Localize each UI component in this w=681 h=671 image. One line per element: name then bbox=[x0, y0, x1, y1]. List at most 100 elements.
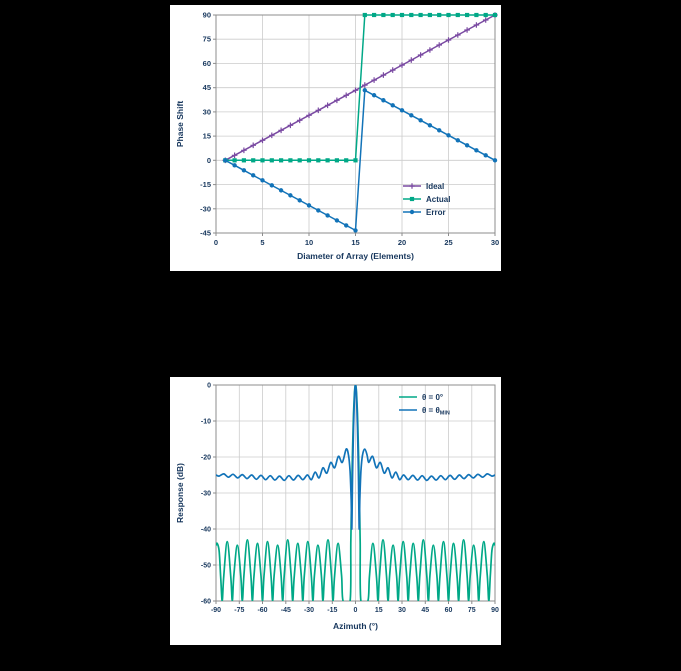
square-marker-icon bbox=[372, 12, 377, 18]
plus-marker-icon bbox=[445, 37, 452, 43]
x-tick-label: 75 bbox=[468, 607, 476, 614]
legend: θ = 0° θ = θMIN bbox=[399, 393, 450, 417]
y-tick-label: -45 bbox=[200, 229, 211, 238]
circle-marker-icon bbox=[251, 173, 256, 178]
y-tick-label: 0 bbox=[207, 383, 211, 390]
plus-marker-icon bbox=[482, 17, 489, 23]
x-tick-label: 0 bbox=[214, 238, 218, 247]
square-marker-icon bbox=[260, 158, 265, 163]
plus-marker-icon bbox=[315, 107, 322, 114]
circle-marker-icon bbox=[492, 158, 498, 163]
circle-marker-icon bbox=[483, 153, 488, 158]
square-marker-icon bbox=[288, 158, 293, 163]
x-tick-label: -60 bbox=[257, 607, 267, 614]
legend-label-actual: Actual bbox=[426, 195, 450, 204]
circle-marker-icon bbox=[390, 103, 395, 108]
square-marker-icon bbox=[362, 12, 367, 18]
square-marker-icon bbox=[474, 12, 479, 18]
x-tick-label: 10 bbox=[305, 238, 313, 247]
plus-marker-icon bbox=[287, 122, 294, 129]
plus-marker-icon bbox=[464, 27, 470, 33]
legend-label-ideal: Ideal bbox=[426, 182, 444, 191]
circle-marker-icon bbox=[455, 138, 460, 143]
circle-marker-icon bbox=[362, 88, 367, 93]
axis-ticks bbox=[213, 14, 496, 236]
y-tick-label: -20 bbox=[201, 455, 211, 462]
legend-label-theta-min: θ = θMIN bbox=[422, 406, 450, 417]
plus-marker-icon bbox=[306, 112, 312, 119]
azimuth-response-chart-card: -60 -50 -40 -30 -20 -10 0 -90 -75 -60 -45 -30 -15 0 15… bbox=[170, 377, 501, 645]
circle-marker-icon bbox=[409, 113, 414, 118]
plus-marker-icon bbox=[417, 52, 424, 58]
square-marker-icon bbox=[279, 158, 284, 163]
square-marker-icon bbox=[381, 12, 386, 18]
grid-lines bbox=[215, 14, 496, 234]
square-marker-icon bbox=[409, 196, 415, 202]
plus-marker-icon bbox=[473, 22, 480, 28]
circle-marker-icon bbox=[288, 193, 293, 198]
x-tick-label: 15 bbox=[375, 607, 383, 614]
circle-marker-icon bbox=[353, 228, 358, 233]
plus-marker-icon bbox=[409, 183, 415, 189]
axis-tick-labels: -60 -50 -40 -30 -20 -10 0 -90 -75 -60 -45 -30 -15 0 15… bbox=[201, 383, 499, 615]
plus-marker-icon bbox=[352, 87, 359, 94]
square-marker-icon bbox=[353, 158, 358, 163]
azimuth-response-chart: -60 -50 -40 -30 -20 -10 0 -90 -75 -60 -45 -30 -15 0 15… bbox=[175, 383, 499, 632]
legend-label-error: Error bbox=[426, 208, 446, 217]
square-marker-icon bbox=[241, 158, 246, 163]
square-marker-icon bbox=[465, 12, 470, 18]
x-axis-title: Azimuth (°) bbox=[333, 621, 378, 631]
plus-marker-icon bbox=[250, 142, 256, 149]
circle-marker-icon bbox=[427, 123, 433, 128]
square-marker-icon bbox=[306, 158, 312, 163]
x-axis-title: Diameter of Array (Elements) bbox=[297, 251, 414, 261]
square-marker-icon bbox=[409, 12, 414, 18]
x-tick-label: -75 bbox=[234, 607, 244, 614]
plus-marker-icon bbox=[269, 132, 275, 139]
plus-marker-icon bbox=[296, 117, 303, 124]
plus-marker-icon bbox=[408, 57, 415, 63]
plus-marker-icon bbox=[334, 97, 340, 104]
x-tick-label: 60 bbox=[445, 607, 453, 614]
square-marker-icon bbox=[427, 12, 432, 18]
y-tick-label: 75 bbox=[203, 35, 211, 44]
square-marker-icon bbox=[344, 158, 349, 163]
series-error bbox=[223, 88, 498, 233]
plus-marker-icon bbox=[427, 47, 433, 53]
x-tick-label: 0 bbox=[354, 607, 358, 614]
circle-marker-icon bbox=[446, 133, 451, 138]
circle-marker-icon bbox=[464, 143, 470, 148]
circle-marker-icon bbox=[297, 198, 302, 203]
square-marker-icon bbox=[455, 12, 460, 18]
x-tick-label: 45 bbox=[421, 607, 429, 614]
x-tick-label: -30 bbox=[304, 607, 314, 614]
y-tick-label: 15 bbox=[203, 132, 211, 141]
circle-marker-icon bbox=[278, 188, 284, 193]
circle-marker-icon bbox=[316, 208, 321, 213]
x-tick-label: 20 bbox=[398, 238, 406, 247]
y-tick-label: -15 bbox=[200, 180, 211, 189]
square-marker-icon bbox=[418, 12, 423, 18]
square-marker-icon bbox=[232, 158, 237, 163]
square-marker-icon bbox=[390, 12, 395, 18]
y-tick-label: -30 bbox=[200, 204, 211, 213]
square-marker-icon bbox=[483, 12, 488, 18]
plus-marker-icon bbox=[380, 72, 387, 78]
y-tick-label: -60 bbox=[201, 599, 211, 606]
square-marker-icon bbox=[334, 158, 339, 163]
x-tick-label: 15 bbox=[351, 238, 359, 247]
y-tick-label: -40 bbox=[201, 527, 211, 534]
plus-marker-icon bbox=[371, 77, 377, 83]
circle-marker-icon bbox=[418, 118, 423, 123]
series-group bbox=[222, 12, 498, 233]
phase-shift-chart-card: -45 -30 -15 0 15 30 45 60 75 90 0 5 10 15 20 25 30 Diamet… bbox=[170, 5, 501, 271]
circle-marker-icon bbox=[241, 168, 247, 173]
circle-marker-icon bbox=[437, 128, 442, 133]
circle-marker-icon bbox=[399, 108, 405, 113]
series-group bbox=[216, 385, 495, 601]
legend: Ideal Actual Error bbox=[403, 182, 450, 217]
plus-marker-icon bbox=[259, 137, 266, 144]
y-tick-label: 0 bbox=[207, 156, 211, 165]
